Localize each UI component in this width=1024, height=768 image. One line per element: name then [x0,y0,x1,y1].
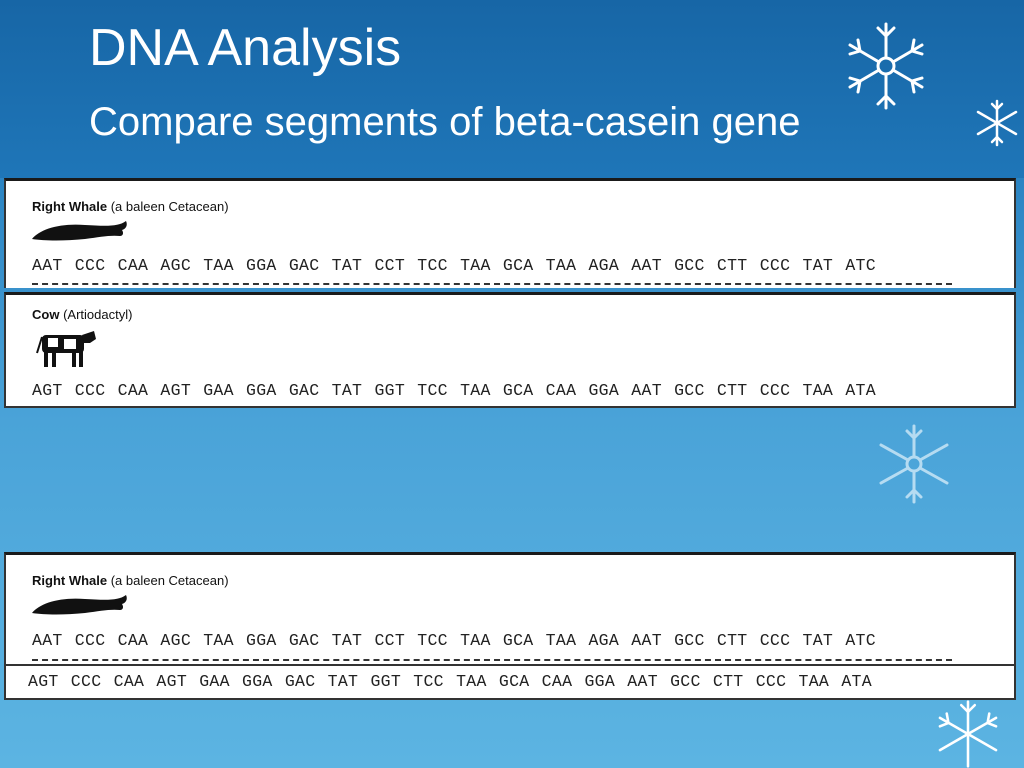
cow-strip-bottom: AGT CCC CAA AGT GAA GGA GAC TAT GGT TCC … [4,664,1016,700]
whale-icon [32,595,127,615]
whale-label: Right Whale (a baleen Cetacean) [32,573,229,588]
whale-desc: (a baleen Cetacean) [107,573,229,588]
snowflake-icon [848,22,924,110]
cow-strip-top: Cow (Artiodactyl) AGT CCC CAA AGT GAA GG… [4,292,1016,408]
cow-icon [36,331,96,367]
snowflake-icon [938,700,998,768]
whale-sequence: AAT CCC CAA AGC TAA GGA GAC TAT CCT TCC … [32,256,876,275]
whale-strip-bottom: Right Whale (a baleen Cetacean) AAT CCC … [4,552,1016,664]
snowflake-icon [879,424,949,504]
whale-desc: (a baleen Cetacean) [107,199,229,214]
alignment-dashes [32,283,952,285]
whale-name: Right Whale [32,199,108,214]
cow-name: Cow [32,307,60,322]
cow-label: Cow (Artiodactyl) [32,307,132,322]
snowflake-icon [976,99,1018,147]
whale-icon [32,221,127,241]
whale-sequence: AAT CCC CAA AGC TAA GGA GAC TAT CCT TCC … [32,631,876,650]
whale-strip-top: Right Whale (a baleen Cetacean) AAT CCC … [4,178,1016,288]
alignment-dashes [32,659,952,661]
cow-desc: (Artiodactyl) [59,307,133,322]
cow-sequence: AGT CCC CAA AGT GAA GGA GAC TAT GGT TCC … [32,381,876,400]
slide-header [0,0,1024,178]
whale-label: Right Whale (a baleen Cetacean) [32,199,229,214]
whale-name: Right Whale [32,573,108,588]
slide-subtitle: Compare segments of beta-casein gene [89,100,801,144]
slide-title: DNA Analysis [89,19,402,77]
cow-sequence: AGT CCC CAA AGT GAA GGA GAC TAT GGT TCC … [28,672,872,691]
